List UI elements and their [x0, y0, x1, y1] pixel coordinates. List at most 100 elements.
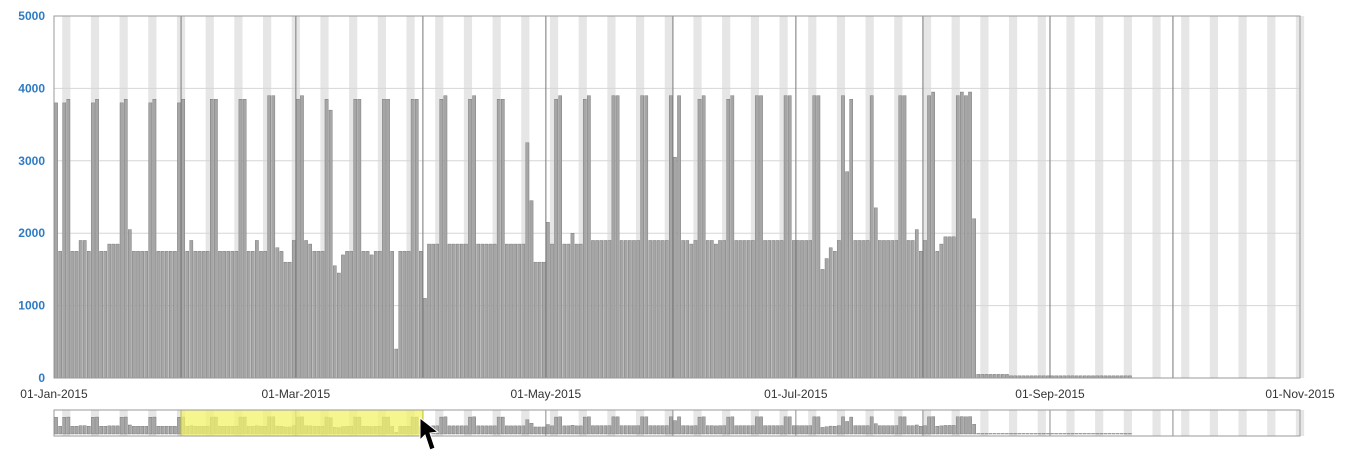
navigator-bar: [91, 417, 95, 435]
navigator-bar: [992, 433, 997, 435]
daily-bar: [906, 240, 911, 379]
daily-bar: [541, 261, 546, 379]
daily-bar: [644, 95, 649, 379]
range-navigator[interactable]: [53, 409, 1305, 437]
navigator-bar: [976, 433, 981, 435]
daily-bar: [218, 251, 222, 379]
main-weekend-stripe: [234, 16, 243, 378]
navigator-bar: [755, 416, 759, 435]
daily-bar: [935, 251, 940, 379]
main-weekend-stripe: [406, 16, 415, 378]
main-weekend-stripe: [463, 16, 473, 378]
daily-bar: [677, 95, 681, 379]
daily-bar: [435, 243, 440, 379]
y-tick-label: 0: [38, 371, 45, 385]
daily-bar: [669, 95, 673, 379]
daily-bar: [263, 251, 267, 379]
navigator-bar: [1078, 433, 1083, 435]
daily-bar: [902, 95, 907, 379]
daily-bar: [312, 251, 317, 379]
daily-bar: [455, 243, 460, 379]
navigator-bar: [751, 425, 755, 435]
daily-bar: [554, 99, 558, 379]
daily-bar: [169, 251, 173, 379]
navigator-bar: [1058, 433, 1063, 435]
navigator-bar: [701, 416, 706, 435]
daily-bar: [873, 207, 878, 379]
navigator-bar: [123, 416, 128, 435]
daily-bar: [337, 272, 341, 379]
daily-bar: [398, 251, 403, 379]
navigator-weekend-stripe: [1181, 410, 1190, 436]
daily-bar: [824, 258, 829, 379]
daily-bar: [95, 99, 99, 379]
daily-bar: [898, 95, 903, 379]
navigator-bar: [931, 416, 935, 435]
daily-bar: [492, 243, 497, 379]
daily-bar: [345, 251, 349, 379]
daily-bar: [70, 251, 75, 379]
navigator-bar: [951, 425, 956, 435]
navigator-bar: [447, 425, 452, 435]
navigator-bar: [1054, 433, 1058, 435]
navigator-bar: [943, 425, 948, 435]
main-weekend-stripe: [664, 16, 673, 378]
daily-bar: [640, 95, 644, 379]
navigator-bar: [857, 425, 862, 435]
navigator-bar: [1017, 433, 1022, 435]
navigator-bar: [644, 416, 649, 435]
daily-bar: [623, 240, 628, 379]
arrow-cursor-icon: [419, 416, 440, 451]
navigator-bar: [1066, 433, 1071, 435]
daily-bar: [673, 156, 677, 379]
daily-bar: [947, 236, 952, 379]
navigator-bar: [460, 425, 464, 435]
navigator-weekend-stripe: [62, 410, 71, 436]
daily-bar: [685, 240, 690, 379]
month-boundary-lines: [180, 16, 1174, 378]
navigator-bar: [935, 426, 940, 435]
navigator-bar: [115, 425, 120, 435]
navigator-bar: [169, 426, 173, 435]
navigator-bar: [763, 425, 767, 435]
daily-bar: [472, 95, 476, 379]
daily-bar: [550, 243, 554, 379]
main-weekend-stripe: [492, 16, 501, 378]
daily-bar: [636, 240, 640, 379]
daily-bar: [775, 240, 780, 379]
navigator-weekend-stripe: [922, 410, 932, 436]
daily-bar: [882, 240, 886, 379]
navigator-bar: [558, 416, 562, 435]
navigator-selection-window[interactable]: [180, 409, 424, 437]
daily-bar: [566, 243, 571, 379]
navigator-bar: [656, 425, 661, 435]
navigator-bar: [496, 416, 501, 435]
daily-bar: [132, 251, 136, 379]
navigator-bar: [923, 425, 927, 435]
navigator-weekend-stripe: [836, 410, 846, 436]
daily-bar: [214, 99, 218, 379]
navigator-bar: [173, 426, 177, 435]
navigator-bar: [968, 416, 972, 435]
main-weekend-stripe: [521, 16, 530, 378]
daily-bar: [796, 240, 800, 379]
daily-bar: [222, 251, 226, 379]
navigator-bar: [1062, 433, 1067, 435]
daily-bar: [599, 240, 603, 379]
daily-bar: [812, 95, 817, 379]
main-weekend-stripe: [607, 16, 616, 378]
x-tick-label: 01-Nov-2015: [1265, 387, 1335, 401]
navigator-bar: [164, 426, 169, 435]
daily-bar: [574, 243, 579, 379]
daily-bar: [890, 240, 894, 379]
daily-bar: [464, 243, 468, 379]
main-weekend-stripe: [1008, 16, 1018, 378]
y-axis-ticks: 0 1000 2000 3000 4000 5000: [18, 9, 45, 385]
navigator-bar: [1091, 433, 1095, 435]
daily-bar: [710, 240, 714, 379]
daily-bar: [705, 240, 710, 379]
daily-bar: [648, 240, 653, 379]
navigator-bar: [1083, 433, 1087, 435]
navigator-bar: [464, 425, 468, 435]
